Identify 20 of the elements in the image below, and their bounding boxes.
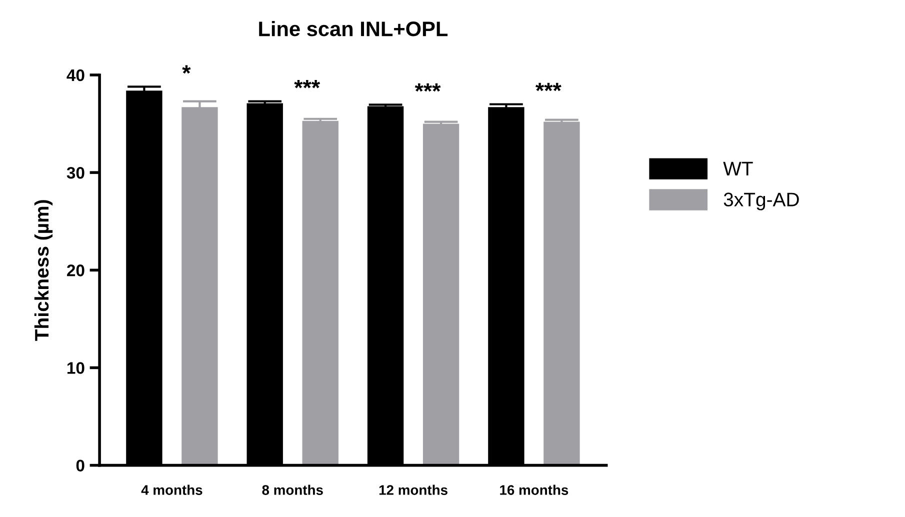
text: *	[182, 65, 191, 74]
annotation: ***	[294, 80, 320, 88]
y-tick-label: 30	[66, 166, 84, 179]
x-tick-label: 16 months	[500, 484, 568, 495]
annotation: ***	[536, 82, 562, 92]
legend-label: WT	[723, 162, 753, 176]
x-tick-label: 8 months	[262, 484, 323, 495]
y-tick-label: 20	[67, 264, 84, 276]
legend-label: 3xTg-AD	[724, 192, 799, 210]
bar	[422, 124, 460, 466]
y-axis-title: Thickness (µm)	[34, 200, 53, 341]
y-tick-label: 0	[76, 460, 84, 472]
chart-title: Line scan INL+OPL	[259, 20, 448, 36]
y-tick-label: 40	[66, 69, 84, 82]
bar	[302, 120, 338, 466]
annotation: ***	[414, 83, 441, 92]
x-tick-label: 12 months	[379, 484, 448, 495]
x-tick-label: 4 months	[141, 484, 202, 495]
bar	[544, 122, 580, 466]
y-tick-label: 10	[67, 362, 84, 374]
